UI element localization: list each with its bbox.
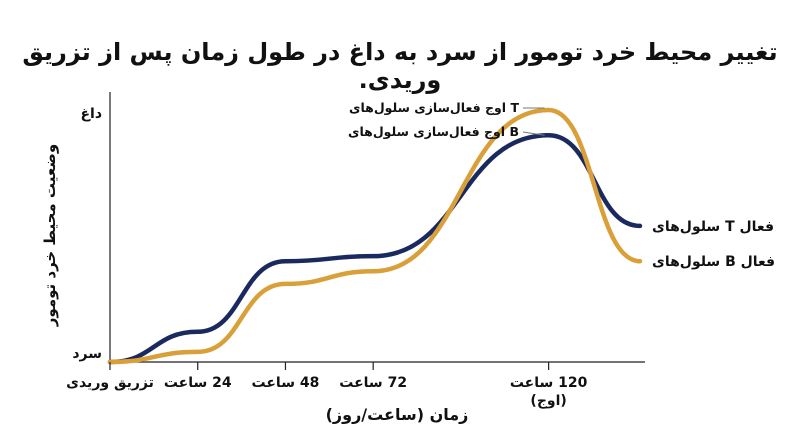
chart-title: تغییر محیط خرد تومور از سرد به داغ در طو…	[22, 38, 778, 94]
y-tick-label-hot: داغ	[80, 106, 102, 122]
series-layer	[107, 107, 643, 365]
x-tick-label: 120 ساعت	[510, 375, 588, 391]
peak-annotation-leader	[522, 131, 545, 136]
x-tick-label: 24 ساعت	[164, 375, 232, 391]
legend-layer: سلول‌های T فعال سلول‌های B فعال	[652, 219, 775, 270]
annotation-layer: اوج فعال‌سازی سلول‌های T اوج فعال‌سازی سل…	[348, 100, 545, 139]
series-line-t-cells	[107, 132, 643, 365]
peak-annotation-label: اوج فعال‌سازی سلول‌های T	[349, 100, 519, 115]
legend-label-t-cells: سلول‌های T فعال	[652, 219, 774, 235]
legend-label-b-cells: سلول‌های B فعال	[652, 254, 775, 270]
x-tick-sublabel: (اوج)	[530, 393, 566, 409]
x-tick-label: 48 ساعت	[252, 375, 320, 391]
x-tick-label: 72 ساعت	[339, 375, 407, 391]
x-tick-label: تزریق وریدی	[66, 375, 154, 391]
axes	[109, 92, 645, 363]
series-line-b-cells	[107, 107, 643, 365]
peak-annotation-label: اوج فعال‌سازی سلول‌های B	[348, 124, 519, 139]
y-axis-title: وضعیت محیط خرد تومور	[41, 144, 59, 327]
tick-layer: تزریق وریدی 24 ساعت 48 ساعت 72 ساعت 120 ساعت…	[66, 362, 588, 409]
y-tick-label-cold: سرد	[72, 346, 102, 362]
x-axis-title: زمان (ساعت/روز)	[326, 405, 469, 424]
